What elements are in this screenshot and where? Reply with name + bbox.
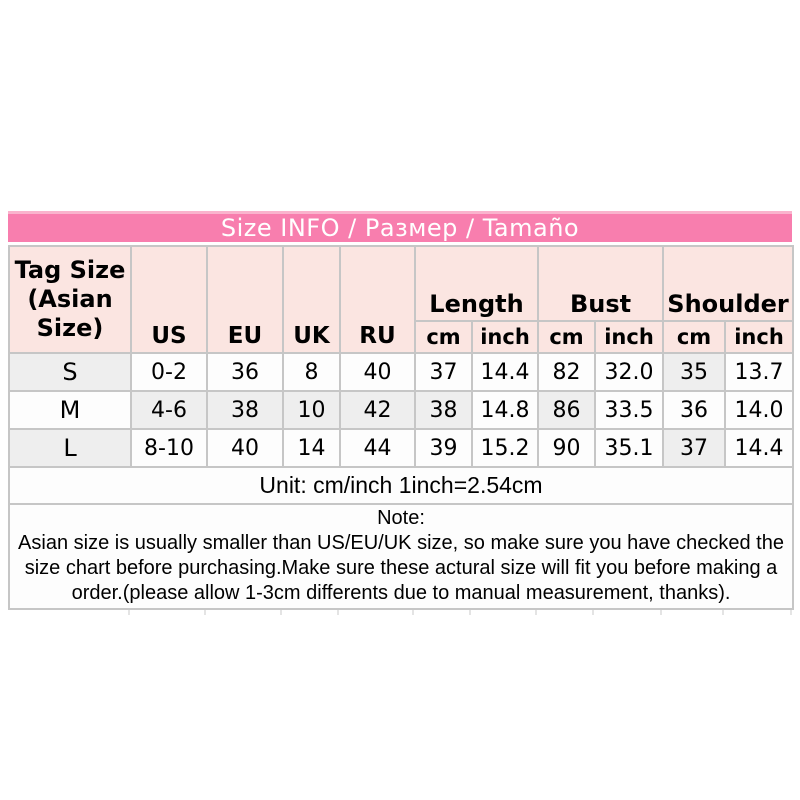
- cell-bust-inch: 33.5: [593, 390, 665, 430]
- cell-us: 0-2: [130, 352, 208, 392]
- shoulder-group-header: Shoulder: [662, 245, 795, 322]
- cell-shoulder-inch: 13.7: [724, 352, 795, 392]
- tag-size-header: Tag Size (Asian Size): [8, 245, 132, 354]
- cell-size: S: [8, 352, 132, 392]
- us-header: US: [130, 245, 208, 354]
- cell-uk: 10: [282, 390, 341, 430]
- uk-header: UK: [282, 245, 341, 354]
- cell-shoulder-cm: 37: [662, 428, 727, 468]
- header-row-groups: Tag Size (Asian Size) US EU UK RU Length…: [8, 245, 795, 354]
- header-row-units: cm inch cm inch cm inch: [9, 320, 795, 354]
- cell-bust-cm: 90: [537, 428, 596, 468]
- shoulder-cm-header: cm: [662, 320, 727, 354]
- size-chart-sheet: Size INFO / Размер / Tamaño Tag Size (As…: [7, 211, 795, 615]
- cell-size: L: [8, 428, 132, 468]
- cell-shoulder-inch: 14.0: [724, 390, 795, 430]
- size-info-title-bar: Size INFO / Размер / Tamaño: [8, 211, 792, 242]
- cell-us: 4-6: [130, 390, 208, 430]
- cell-us: 8-10: [130, 428, 208, 468]
- cell-length-cm: 38: [414, 390, 473, 430]
- note-line-2: size chart before purchasing.Make sure t…: [24, 557, 778, 579]
- length-cm-header: cm: [414, 320, 473, 354]
- cell-eu: 38: [206, 390, 284, 430]
- shoulder-inch-header: inch: [724, 320, 795, 354]
- note-heading: Note:: [377, 507, 425, 529]
- length-group-header: Length: [414, 245, 539, 322]
- ru-header: RU: [339, 245, 416, 354]
- bust-inch-header: inch: [593, 320, 665, 354]
- cell-bust-inch: 35.1: [593, 428, 665, 468]
- cell-size: M: [8, 390, 132, 430]
- size-info-title: Size INFO / Размер / Tamaño: [220, 214, 580, 242]
- cell-length-inch: 14.4: [471, 352, 539, 392]
- cell-shoulder-cm: 35: [662, 352, 727, 392]
- bust-group-header: Bust: [536, 245, 665, 322]
- cropped-row-artifact: [8, 610, 792, 615]
- cell-eu: 40: [206, 428, 284, 468]
- cell-bust-inch: 32.0: [593, 352, 665, 392]
- table-row-size-m: M 4-6 38 10 42 38 14.8 86 33.5 36 14.0: [8, 390, 795, 430]
- unit-row: Unit: cm/inch 1inch=2.54cm: [7, 466, 795, 505]
- size-table: Tag Size (Asian Size) US EU UK RU Length…: [7, 245, 795, 610]
- note-line-1: Asian size is usually smaller than US/EU…: [18, 532, 784, 554]
- cell-uk: 8: [282, 352, 341, 392]
- cell-shoulder-cm: 36: [662, 390, 727, 430]
- cell-length-inch: 15.2: [471, 428, 539, 468]
- table-row-size-l: L 8-10 40 14 44 39 15.2 90 35.1 37 14.4: [8, 428, 795, 468]
- cell-ru: 44: [339, 428, 416, 468]
- cell-length-cm: 39: [414, 428, 473, 468]
- cell-length-cm: 37: [414, 352, 473, 392]
- unit-note: Unit: cm/inch 1inch=2.54cm: [7, 466, 795, 505]
- note-row: Note: Asian size is usually smaller than…: [7, 503, 795, 610]
- table-row-size-s: S 0-2 36 8 40 37 14.4 82 32.0 35 13.7: [8, 352, 795, 392]
- cell-uk: 14: [282, 428, 341, 468]
- cell-eu: 36: [206, 352, 284, 392]
- cell-ru: 40: [339, 352, 416, 392]
- cell-bust-cm: 86: [537, 390, 596, 430]
- cell-shoulder-inch: 14.4: [724, 428, 795, 468]
- bust-cm-header: cm: [537, 320, 596, 354]
- eu-header: EU: [206, 245, 284, 354]
- note-block: Note: Asian size is usually smaller than…: [7, 503, 795, 610]
- cell-length-inch: 14.8: [471, 390, 539, 430]
- length-inch-header: inch: [471, 320, 539, 354]
- cell-ru: 42: [339, 390, 416, 430]
- note-line-3: order.(please allow 1-3cm differents due…: [71, 582, 731, 604]
- cell-bust-cm: 82: [537, 352, 596, 392]
